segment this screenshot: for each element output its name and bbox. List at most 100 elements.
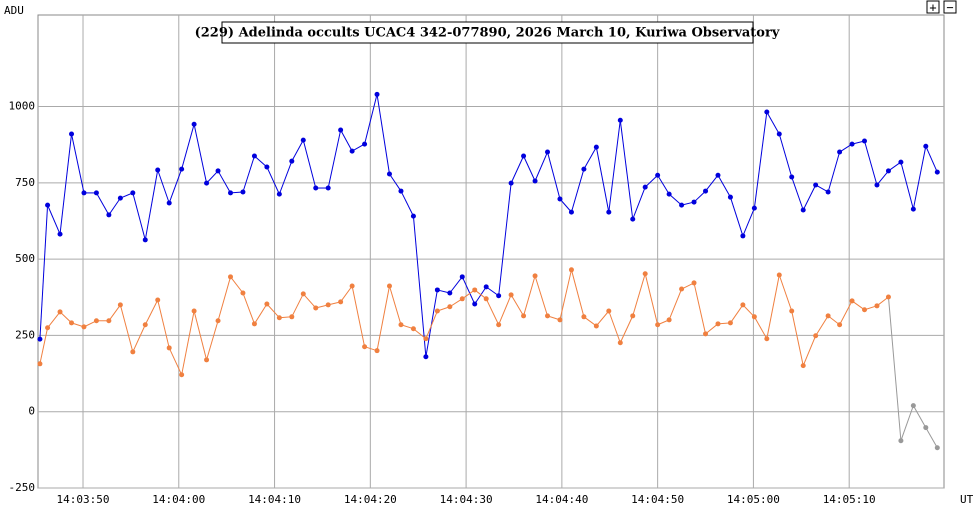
data-point [300,137,306,143]
data-point [251,153,257,159]
line-segment [753,111,768,209]
data-point [410,326,416,332]
line-segment [839,300,853,325]
data-point [691,199,697,205]
line-segment [802,184,817,211]
data-point [789,174,795,180]
line-segment [400,190,414,217]
data-point [655,322,661,328]
line-segment [132,324,146,353]
data-point [557,317,563,323]
line-segment [39,327,49,364]
data-point [155,167,161,173]
line-segment [254,155,268,168]
line-segment [376,94,390,175]
line-segment [217,276,231,321]
line-segment [413,328,427,340]
data-point [715,172,721,178]
data-point [423,336,429,342]
data-point [313,305,319,311]
line-segment [108,197,121,216]
line-segment [887,296,902,441]
data-point [862,138,868,144]
x-tick-label: 14:04:50 [631,493,684,506]
line-segment [925,146,938,173]
data-point [825,313,831,319]
line-segment [705,174,719,192]
zoom-out-button[interactable] [943,0,957,14]
line-segment [71,133,85,194]
x-tick-label: 14:04:00 [152,493,205,506]
data-point [386,171,392,177]
chart-title: (229) Adelinda occults UCAC4 342-077890,… [195,26,780,41]
data-point [934,445,940,451]
line-segment [693,282,707,335]
line-segment [729,197,744,237]
data-point [885,294,891,300]
line-segment [425,310,438,339]
data-point [472,287,478,293]
line-segment [39,205,49,340]
line-segment [461,289,476,300]
data-point [81,324,87,330]
line-segment [193,310,208,360]
line-segment [608,120,621,213]
line-segment [888,161,902,172]
data-point [106,318,112,324]
data-point [45,325,51,331]
data-point [703,188,709,194]
line-segment [144,169,159,240]
data-point [447,290,453,296]
line-segment [912,146,927,210]
data-point [483,296,489,302]
line-segment [291,139,304,162]
line-segment [851,300,865,311]
zoom-out-label[interactable]: − [946,1,953,15]
zoom-in-button[interactable] [926,0,940,14]
line-segment [534,151,548,182]
line-segment [157,299,170,349]
line-segment [900,161,914,210]
data-point [179,372,185,378]
data-point [642,184,648,190]
line-segment [742,207,755,237]
data-point [374,348,380,354]
data-point [630,313,636,319]
data-point [204,180,210,186]
data-point [898,438,904,444]
line-segment [302,293,317,309]
line-segment [266,166,280,195]
y-tick-label: 0 [28,405,35,418]
data-point [142,322,148,328]
data-point [93,318,99,324]
line-segment [302,139,317,189]
line-segment [498,294,512,325]
y-tick-label: 750 [15,176,35,189]
line-segment [364,94,378,145]
line-segment [753,316,768,340]
data-point [642,271,648,277]
line-segment [912,405,927,428]
data-point [179,166,185,172]
data-point [459,274,465,280]
line-segment [619,315,634,343]
line-segment [412,216,427,357]
data-point [37,361,43,367]
line-segment [730,304,744,324]
line-segment [802,335,817,366]
data-point [264,301,270,307]
x-tick-label: 14:05:00 [727,493,780,506]
x-tick-label: 14:03:50 [57,493,110,506]
line-segment [485,286,499,297]
data-point [679,202,685,208]
data-point [386,283,392,289]
line-segment [925,427,938,448]
data-point [69,320,75,326]
line-segment [47,311,61,329]
data-point [459,296,465,302]
data-point [532,178,538,184]
data-point [557,196,563,202]
data-point [349,148,355,154]
zoom-in-label[interactable]: + [929,1,936,15]
line-segment [742,304,755,318]
